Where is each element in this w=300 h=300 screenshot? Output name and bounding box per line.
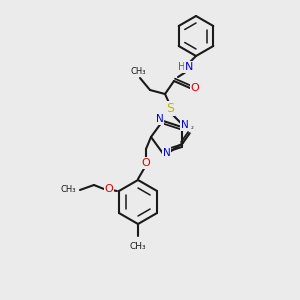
Text: N: N: [181, 120, 189, 130]
Text: O: O: [142, 158, 150, 168]
Text: CH₃: CH₃: [130, 67, 146, 76]
Text: CH₃: CH₃: [130, 242, 146, 251]
Text: H: H: [178, 62, 186, 72]
Text: N: N: [185, 62, 193, 72]
Text: O: O: [190, 83, 200, 93]
Text: N: N: [156, 114, 164, 124]
Text: ₂: ₂: [191, 124, 194, 130]
Text: S: S: [166, 101, 174, 115]
Text: O: O: [105, 184, 113, 194]
Text: N: N: [163, 148, 171, 158]
Text: CH₃: CH₃: [60, 184, 76, 194]
